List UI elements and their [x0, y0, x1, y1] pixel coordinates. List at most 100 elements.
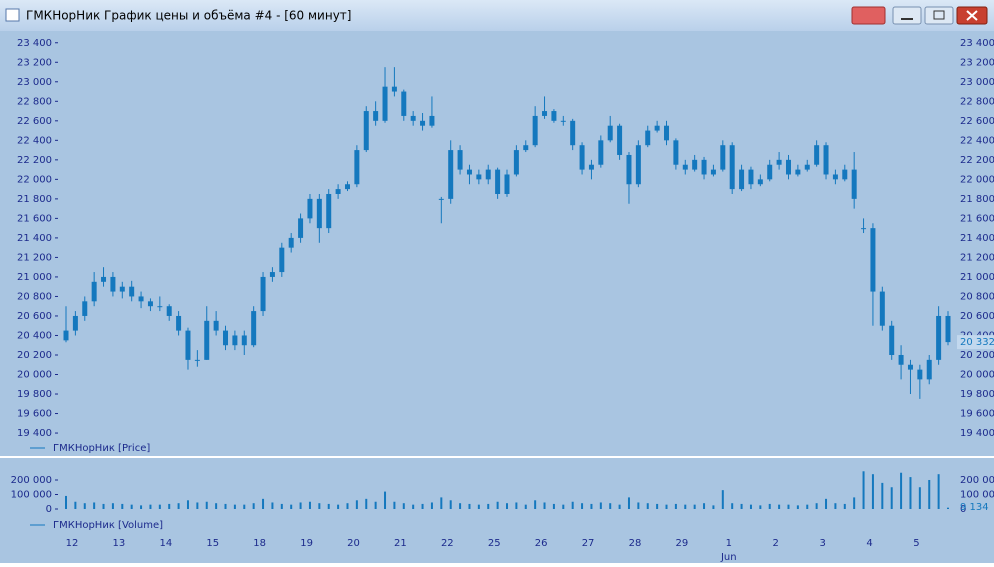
candle-body — [101, 276, 107, 282]
y-tick-label-right: 21 600 — [960, 213, 994, 224]
maximize-icon — [933, 10, 945, 20]
volume-bar — [787, 504, 790, 509]
candle-body — [344, 184, 350, 190]
y-tick-label-right: 23 000 — [960, 77, 994, 88]
candle-body — [513, 150, 519, 175]
legend-price: ГМКНорНик [Price] — [53, 443, 150, 454]
volume-bar — [402, 503, 405, 509]
candle-body — [157, 306, 163, 308]
volume-bar — [412, 504, 415, 509]
y-tick-label-right: 23 400 — [960, 38, 994, 49]
candle-body — [645, 130, 651, 146]
volume-bar — [384, 491, 387, 509]
candle-body — [588, 164, 594, 170]
y-tick-label-right: 22 800 — [960, 96, 994, 107]
candle-body — [147, 301, 153, 307]
candle-body — [926, 359, 932, 380]
volume-bar — [140, 505, 143, 509]
x-tick-label: 2 — [773, 538, 779, 549]
y-tick-label: 22 000 — [17, 174, 52, 185]
month-label: Jun — [720, 552, 737, 563]
volume-bar — [440, 497, 443, 509]
y-tick-label: 22 800 — [17, 96, 52, 107]
volume-bar — [365, 498, 368, 509]
volume-bar — [290, 504, 293, 509]
candle-body — [767, 164, 773, 180]
volume-bar — [393, 501, 396, 509]
volume-bar — [459, 503, 462, 509]
volume-bar — [177, 503, 180, 509]
candle-body — [354, 150, 360, 185]
volume-bar — [374, 501, 377, 509]
volume-bar — [299, 502, 302, 509]
candle-body — [401, 91, 407, 116]
y-tick-label-right: 21 800 — [960, 194, 994, 205]
candle-body — [551, 111, 557, 121]
volume-bar — [599, 502, 602, 509]
link-button[interactable] — [851, 6, 886, 25]
y-tick-label: 22 600 — [17, 116, 52, 127]
volume-bar — [909, 477, 912, 509]
volume-bar — [900, 472, 903, 509]
y-tick-label-right: 22 600 — [960, 116, 994, 127]
candle-body — [391, 86, 397, 92]
y-tick-label-right: 21 200 — [960, 252, 994, 263]
candle-body — [232, 335, 238, 346]
candle-body — [363, 111, 369, 151]
x-tick-label: 22 — [441, 538, 454, 549]
candle-body — [63, 330, 69, 341]
candle-body — [851, 169, 857, 199]
volume-bar — [449, 500, 452, 509]
volume-bar — [111, 503, 114, 509]
candle-body — [720, 145, 726, 170]
x-tick-label: 20 — [347, 538, 360, 549]
candle-body — [907, 364, 913, 370]
volume-bar — [665, 504, 668, 509]
candle-body — [495, 169, 501, 194]
candle-body — [420, 120, 426, 126]
x-tick-label: 15 — [206, 538, 219, 549]
volume-bar — [224, 503, 227, 509]
y-tick-label-right: 21 400 — [960, 233, 994, 244]
candle-body — [185, 330, 191, 360]
y-tick-label: 19 400 — [17, 428, 52, 439]
y-tick-label: 19 800 — [17, 389, 52, 400]
volume-bar — [590, 503, 593, 509]
y-tick-label: 22 200 — [17, 155, 52, 166]
volume-bar — [684, 504, 687, 509]
candle-body — [701, 159, 707, 175]
candle-body — [119, 286, 125, 292]
x-tick-label: 25 — [488, 538, 501, 549]
candle-body — [842, 169, 848, 180]
y-tick-label: 21 200 — [17, 252, 52, 263]
candle-body — [682, 164, 688, 170]
volume-bar — [430, 502, 433, 509]
candle-body — [204, 320, 210, 360]
candle-body — [307, 198, 313, 219]
x-tick-label: 1 — [726, 538, 732, 549]
app-icon — [5, 8, 20, 22]
volume-bar — [196, 502, 199, 509]
candle-body — [570, 120, 576, 146]
candle-body — [260, 276, 266, 312]
volume-bar — [506, 503, 508, 509]
candle-body — [138, 296, 144, 302]
minimize-button[interactable] — [892, 6, 922, 25]
candle-body — [598, 140, 604, 165]
candle-body — [476, 174, 482, 180]
volume-bar — [130, 504, 133, 509]
candle-body — [532, 115, 538, 146]
y2-tick-label-right: 200 000 — [960, 475, 994, 486]
candle-body — [832, 174, 838, 180]
candle-body — [795, 169, 801, 175]
volume-bar — [843, 503, 846, 509]
volume-bar — [149, 504, 152, 509]
maximize-button[interactable] — [924, 6, 954, 25]
candle-body — [729, 145, 735, 190]
x-tick-label: 14 — [159, 538, 172, 549]
volume-bar — [355, 500, 358, 509]
y-tick-label-right: 20 600 — [960, 311, 994, 322]
candle-body — [438, 198, 444, 200]
candle-body — [542, 111, 548, 116]
